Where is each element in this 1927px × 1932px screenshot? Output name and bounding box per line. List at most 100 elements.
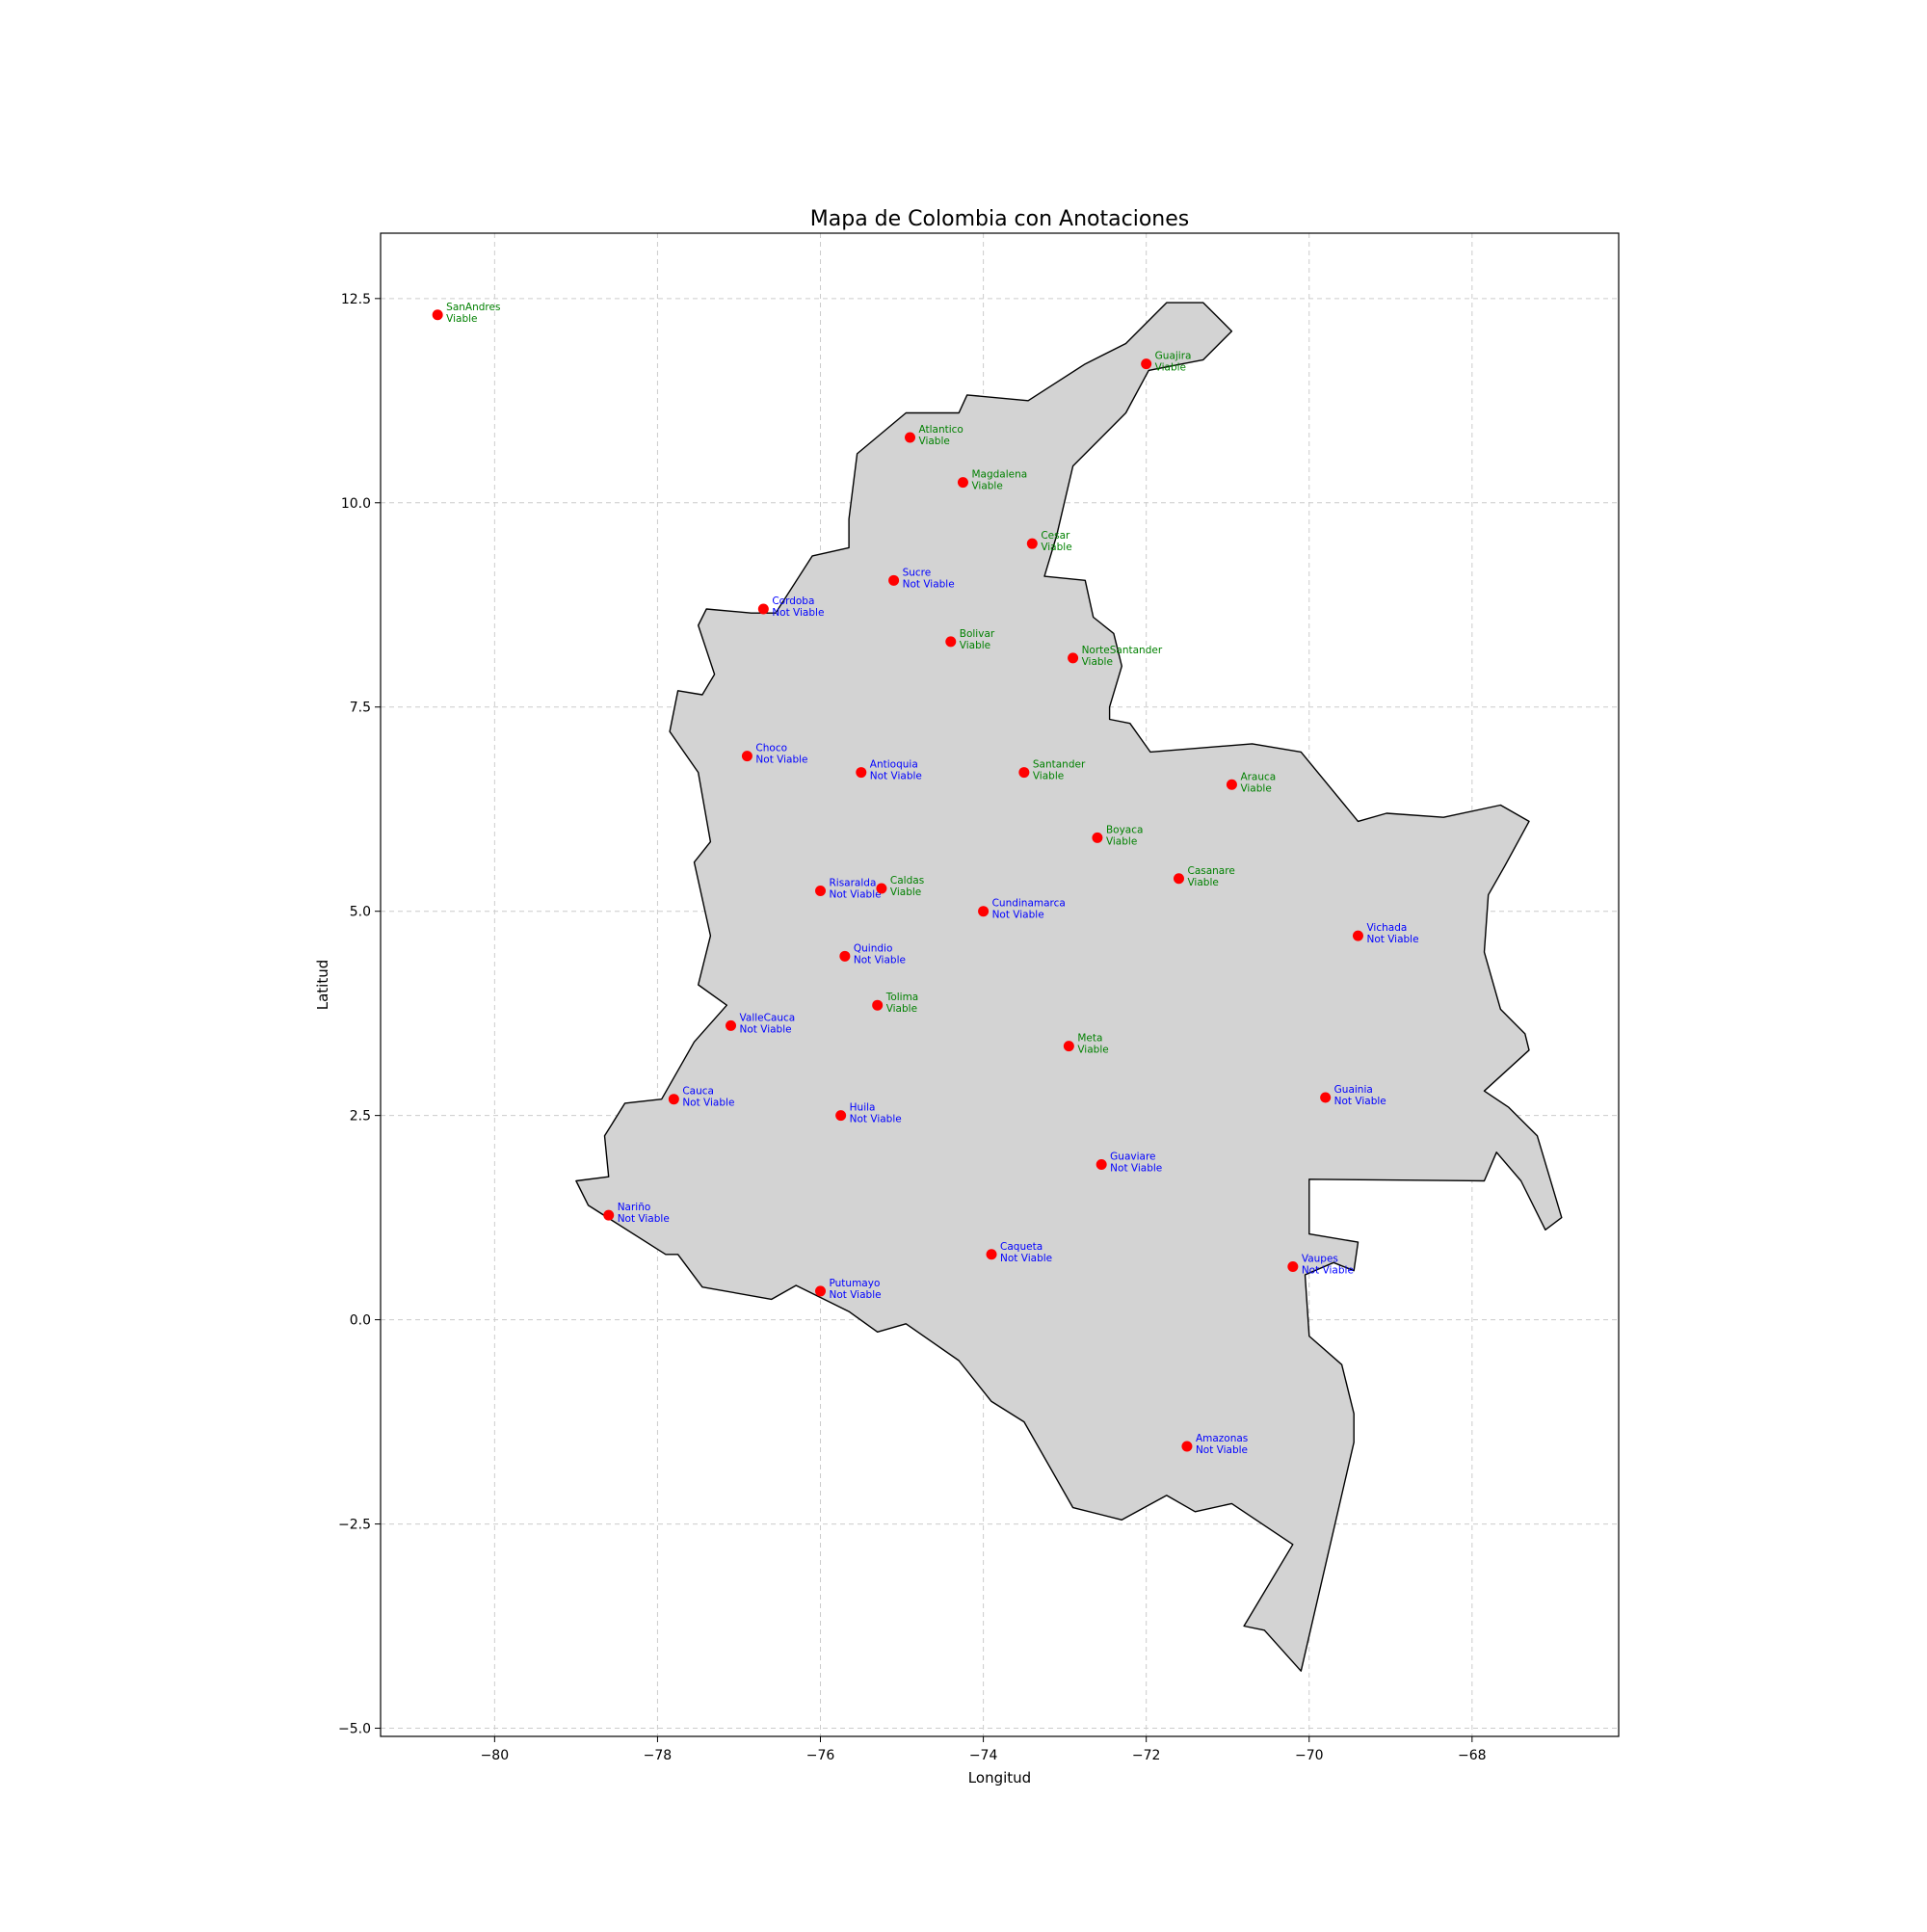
department-marker xyxy=(835,1110,847,1122)
y-tick-label: 10.0 xyxy=(341,496,371,512)
department-status-label: Not Viable xyxy=(1334,1096,1386,1107)
department-status-label: Not Viable xyxy=(1366,934,1418,945)
chart-title: Mapa de Colombia con Anotaciones xyxy=(810,207,1189,231)
y-tick-label: 2.5 xyxy=(350,1109,371,1125)
department-status-label: Not Viable xyxy=(830,889,882,901)
department-status-label: Not Viable xyxy=(1000,1253,1052,1264)
department-marker xyxy=(1063,1041,1074,1052)
department-name-label: Choco xyxy=(755,743,787,754)
y-tick-label: −5.0 xyxy=(338,1722,371,1737)
department-name-label: Bolivar xyxy=(960,628,995,640)
department-marker xyxy=(1018,767,1030,779)
x-axis-label: Longitud xyxy=(968,1769,1031,1786)
y-tick-label: 7.5 xyxy=(350,701,371,716)
department-name-label: Casanare xyxy=(1187,865,1234,877)
department-marker xyxy=(1092,832,1103,843)
department-marker xyxy=(1181,1441,1193,1452)
department-status-label: Viable xyxy=(971,481,1002,492)
department-marker xyxy=(1173,873,1184,885)
department-name-label: Arauca xyxy=(1240,771,1276,782)
department-marker xyxy=(741,751,752,762)
department-status-label: Viable xyxy=(919,436,950,447)
y-tick-label: 5.0 xyxy=(350,905,371,920)
department-status-label: Not Viable xyxy=(854,954,906,966)
department-status-label: Not Viable xyxy=(755,754,807,766)
department-marker xyxy=(1068,652,1079,664)
department-marker xyxy=(905,432,916,443)
department-name-label: Caldas xyxy=(890,875,924,887)
department-marker xyxy=(603,1209,615,1221)
department-marker xyxy=(1141,358,1152,370)
x-tick-label: −80 xyxy=(481,1748,510,1763)
points-layer: SanAndresViableGuajiraViableAtlanticoVia… xyxy=(432,302,1419,1456)
department-marker xyxy=(1352,930,1363,941)
department-name-label: Magdalena xyxy=(971,469,1027,481)
department-name-label: Cauca xyxy=(682,1086,714,1098)
department-status-label: Viable xyxy=(446,313,477,325)
department-marker xyxy=(1095,1159,1107,1171)
x-tick-label: −76 xyxy=(806,1748,835,1763)
department-name-label: Huila xyxy=(850,1102,876,1114)
department-marker xyxy=(945,636,957,648)
department-marker xyxy=(815,1285,827,1297)
department-name-label: Meta xyxy=(1077,1033,1102,1045)
department-status-label: Not Viable xyxy=(992,910,1044,921)
department-name-label: Risaralda xyxy=(830,878,877,889)
department-marker xyxy=(1226,779,1237,790)
department-status-label: Viable xyxy=(1240,782,1271,794)
department-marker xyxy=(876,883,887,894)
y-tick-label: −2.5 xyxy=(338,1518,371,1533)
department-status-label: Not Viable xyxy=(850,1114,902,1125)
department-name-label: ValleCauca xyxy=(740,1012,796,1023)
department-name-label: Cesar xyxy=(1041,530,1070,542)
department-name-label: Cundinamarca xyxy=(992,898,1066,910)
department-name-label: Tolima xyxy=(885,992,919,1003)
department-status-label: Viable xyxy=(1187,877,1218,888)
department-name-label: SanAndres xyxy=(446,302,500,313)
department-status-label: Not Viable xyxy=(1196,1444,1248,1456)
department-marker xyxy=(1026,538,1038,549)
department-marker xyxy=(986,1249,997,1260)
department-marker xyxy=(757,603,769,615)
x-tick-label: −68 xyxy=(1458,1748,1487,1763)
department-name-label: Cordoba xyxy=(772,595,814,607)
department-name-label: Vichada xyxy=(1366,922,1407,934)
department-marker xyxy=(815,886,827,896)
department-status-label: Viable xyxy=(890,887,921,898)
department-status-label: Not Viable xyxy=(682,1098,734,1109)
department-marker xyxy=(432,309,443,321)
department-name-label: Boyaca xyxy=(1106,824,1143,835)
department-name-label: Santander xyxy=(1033,759,1086,771)
department-name-label: Guajira xyxy=(1155,351,1192,362)
department-marker xyxy=(839,950,851,962)
department-name-label: Putumayo xyxy=(830,1278,881,1289)
department-marker xyxy=(668,1094,679,1105)
department-name-label: Nariño xyxy=(618,1202,651,1213)
department-name-label: Quindio xyxy=(854,942,893,954)
x-tick-label: −72 xyxy=(1132,1748,1161,1763)
department-name-label: Amazonas xyxy=(1196,1433,1248,1444)
ticks-layer: −80 −78 −76 −74 −72 −70 −68 12.5 10.0 7.5 5.0 2.5 0.… xyxy=(338,292,1487,1763)
department-marker xyxy=(872,999,884,1011)
department-status-label: Not Viable xyxy=(772,607,824,619)
department-name-label: Caqueta xyxy=(1000,1241,1043,1253)
colombia-outline xyxy=(575,302,1563,1672)
x-tick-label: −74 xyxy=(969,1748,998,1763)
plot-frame xyxy=(380,232,1620,1737)
y-tick-label: 12.5 xyxy=(341,292,371,307)
department-marker xyxy=(856,767,867,779)
land-layer xyxy=(575,302,1563,1672)
department-status-label: Not Viable xyxy=(903,578,955,590)
y-tick-label: 0.0 xyxy=(350,1313,371,1329)
department-status-label: Not Viable xyxy=(1110,1163,1162,1175)
department-name-label: Guainia xyxy=(1334,1084,1373,1096)
y-axis-label: Latitud xyxy=(314,960,331,1011)
department-status-label: Not Viable xyxy=(830,1289,882,1301)
department-status-label: Not Viable xyxy=(870,771,922,782)
department-status-label: Viable xyxy=(960,640,990,651)
department-status-label: Not Viable xyxy=(1302,1265,1354,1277)
department-name-label: Atlantico xyxy=(919,424,964,436)
department-status-label: Viable xyxy=(1155,362,1186,374)
